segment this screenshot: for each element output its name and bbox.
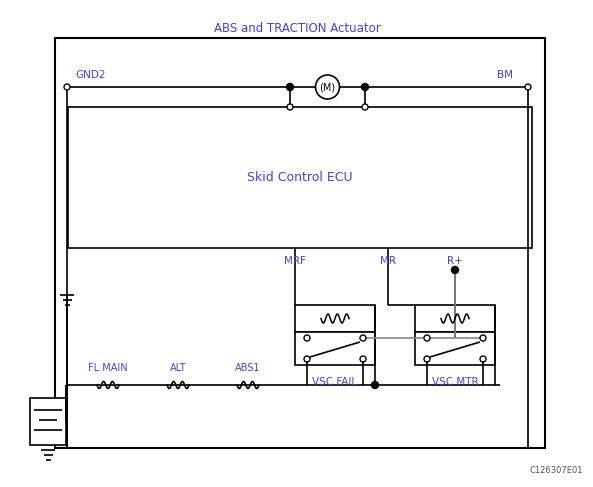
Circle shape [371,381,378,389]
Circle shape [287,104,293,110]
Text: (M): (M) [320,82,336,92]
Bar [295,305,375,332]
Text: R+: R+ [447,256,463,266]
Circle shape [360,356,366,362]
Circle shape [64,84,70,90]
Circle shape [362,83,368,91]
Text: VSC FAIL: VSC FAIL [313,377,358,387]
Bar [415,332,495,365]
Circle shape [480,335,486,341]
Circle shape [424,335,430,341]
Bar [415,305,495,332]
Text: GND2: GND2 [75,70,106,80]
Circle shape [451,266,458,274]
Text: BM: BM [497,70,513,80]
Text: ABS1: ABS1 [235,363,261,373]
Circle shape [480,356,486,362]
Text: VSC MTR: VSC MTR [432,377,479,387]
Bar [295,332,375,365]
Text: Skid Control ECU: Skid Control ECU [247,171,353,184]
Circle shape [525,84,531,90]
Circle shape [315,75,340,99]
Text: C126307E01: C126307E01 [530,466,584,475]
Text: FL MAIN: FL MAIN [88,363,128,373]
Text: MRF: MRF [284,256,306,266]
Circle shape [304,335,310,341]
Circle shape [424,356,430,362]
Bar [68,107,532,248]
Text: ALT: ALT [170,363,186,373]
Text: ABS and TRACTION Actuator: ABS and TRACTION Actuator [213,22,380,35]
Bar [55,38,545,448]
Bar [30,398,66,445]
Circle shape [286,83,294,91]
Text: MR: MR [380,256,396,266]
Circle shape [360,335,366,341]
Circle shape [304,356,310,362]
Circle shape [362,104,368,110]
